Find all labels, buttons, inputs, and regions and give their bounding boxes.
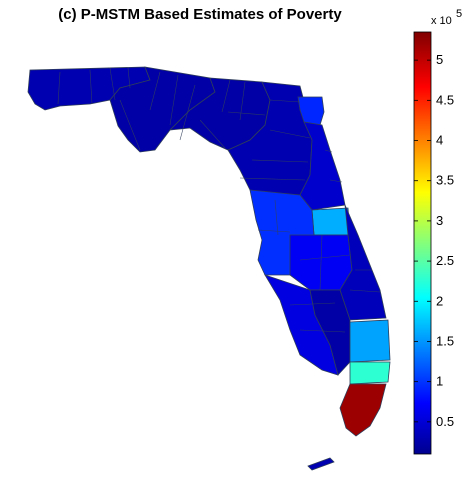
colorbar-tick-label: 2	[436, 293, 443, 308]
map-title: (c) P-MSTM Based Estimates of Poverty	[58, 6, 342, 23]
county-boundary	[199, 119, 226, 149]
county-boundary	[89, 69, 93, 105]
county-boundary	[127, 67, 131, 89]
region-miami-dade	[339, 383, 387, 437]
colorbar-tick-label: 2.5	[436, 253, 454, 268]
county-boundary	[319, 234, 323, 291]
county-boundary	[349, 289, 381, 293]
county-boundary	[109, 67, 116, 101]
county-boundary	[274, 199, 279, 236]
colorbar: 0.5 1 1.5 2 2.5 3 3.5 4 4.5 5 x 10 5	[413, 8, 462, 455]
county-boundary	[179, 84, 196, 141]
county-boundary	[299, 254, 351, 261]
colorbar-tick-label: 3.5	[436, 173, 454, 188]
colorbar-tick-label: 3	[436, 213, 443, 228]
colorbar-exponent: 5	[456, 8, 462, 20]
county-boundary	[239, 177, 306, 181]
region-keys	[307, 457, 335, 471]
florida-choropleth-map	[27, 66, 391, 471]
county-boundary	[119, 99, 141, 151]
region-palm-beach	[349, 319, 391, 363]
colorbar-tick-label: 1	[436, 374, 443, 389]
county-boundary	[149, 71, 161, 111]
region-north-east-coast	[299, 121, 346, 211]
county-boundary	[239, 81, 246, 121]
county-boundary	[57, 71, 61, 105]
colorbar-tick-label: 4	[436, 133, 443, 148]
region-south-central	[309, 289, 351, 376]
county-boundary	[329, 179, 343, 183]
county-boundary	[169, 74, 179, 126]
county-boundary	[269, 129, 311, 139]
county-boundary	[227, 111, 266, 116]
county-boundary	[289, 302, 336, 306]
county-boundary	[324, 149, 333, 153]
colorbar-tick-label: 1.5	[436, 333, 454, 348]
region-orlando	[311, 207, 351, 236]
county-boundary	[257, 229, 291, 233]
colorbar-tick-label: 5	[436, 52, 443, 67]
county-boundary	[251, 159, 309, 163]
colorbar-tick-label: 4.5	[436, 92, 454, 107]
county-boundary	[269, 99, 301, 103]
county-boundary	[299, 329, 346, 333]
region-east-central-coast	[339, 204, 387, 321]
region-broward	[349, 361, 391, 385]
colorbar-tick-label: 0.5	[436, 414, 454, 429]
colorbar-gradient	[413, 31, 432, 455]
county-boundary	[221, 79, 231, 113]
colorbar-multiplier: x 10	[431, 15, 452, 27]
